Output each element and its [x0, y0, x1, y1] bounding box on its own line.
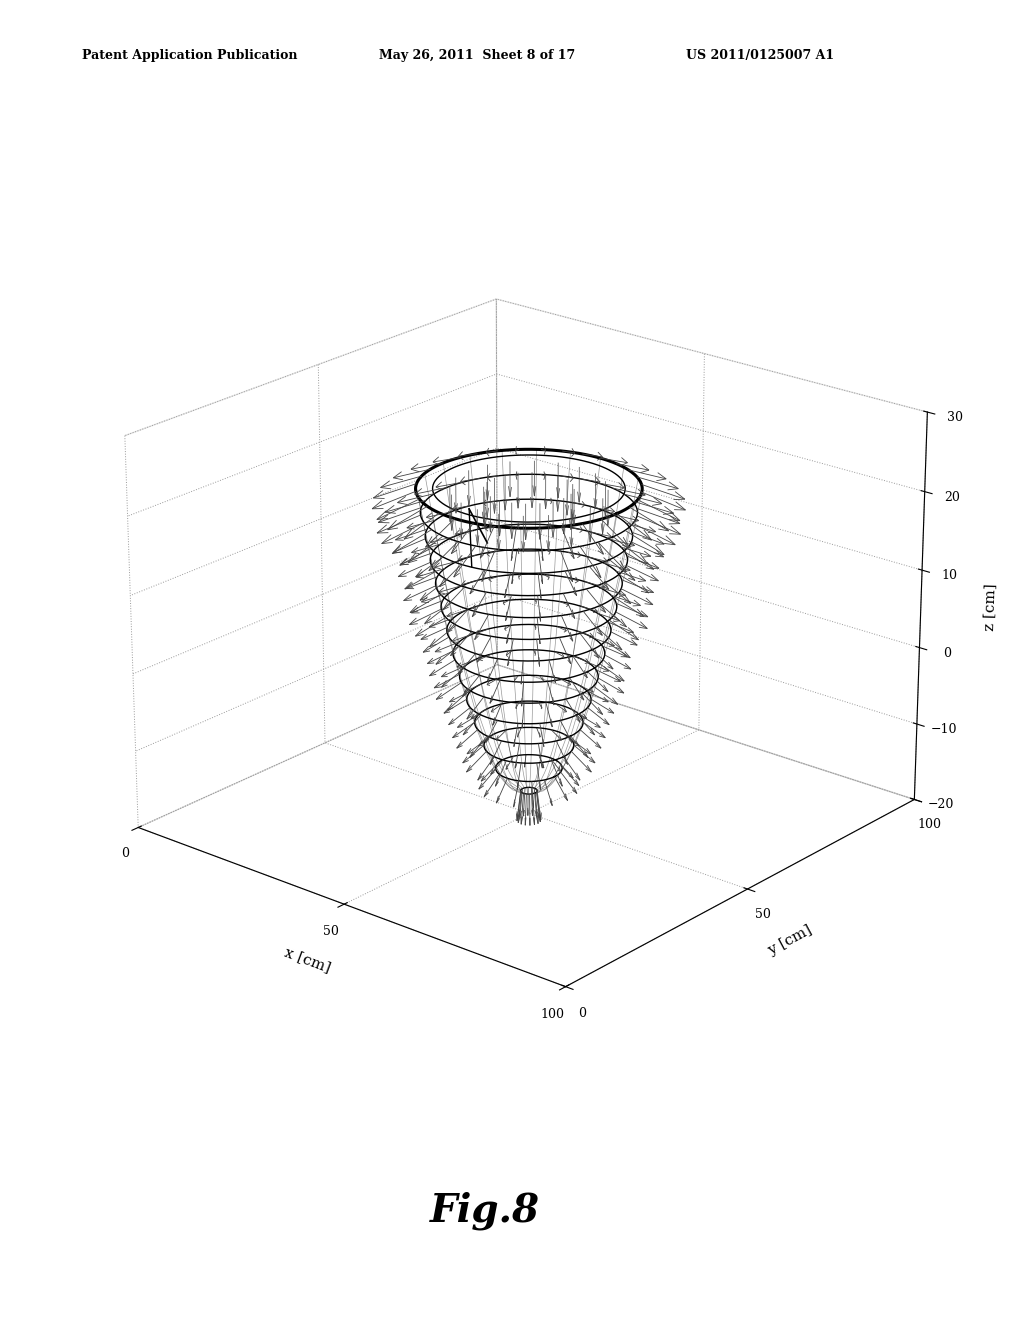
Text: Patent Application Publication: Patent Application Publication — [82, 49, 297, 62]
X-axis label: x [cm]: x [cm] — [283, 945, 333, 974]
Text: Fig.8: Fig.8 — [430, 1191, 540, 1229]
Text: May 26, 2011  Sheet 8 of 17: May 26, 2011 Sheet 8 of 17 — [379, 49, 575, 62]
Y-axis label: y [cm]: y [cm] — [766, 924, 814, 958]
Text: US 2011/0125007 A1: US 2011/0125007 A1 — [686, 49, 835, 62]
